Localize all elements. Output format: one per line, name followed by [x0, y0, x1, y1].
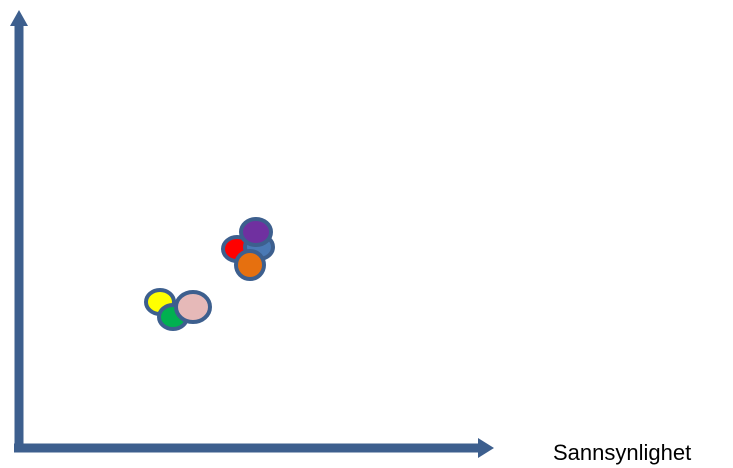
orange-marker — [234, 249, 266, 281]
x-axis-arrowhead — [478, 438, 494, 458]
x-axis-label: Sannsynlighet — [553, 440, 692, 465]
purple-marker — [239, 217, 273, 247]
y-axis-arrowhead — [10, 10, 28, 26]
pink-marker — [174, 290, 212, 324]
